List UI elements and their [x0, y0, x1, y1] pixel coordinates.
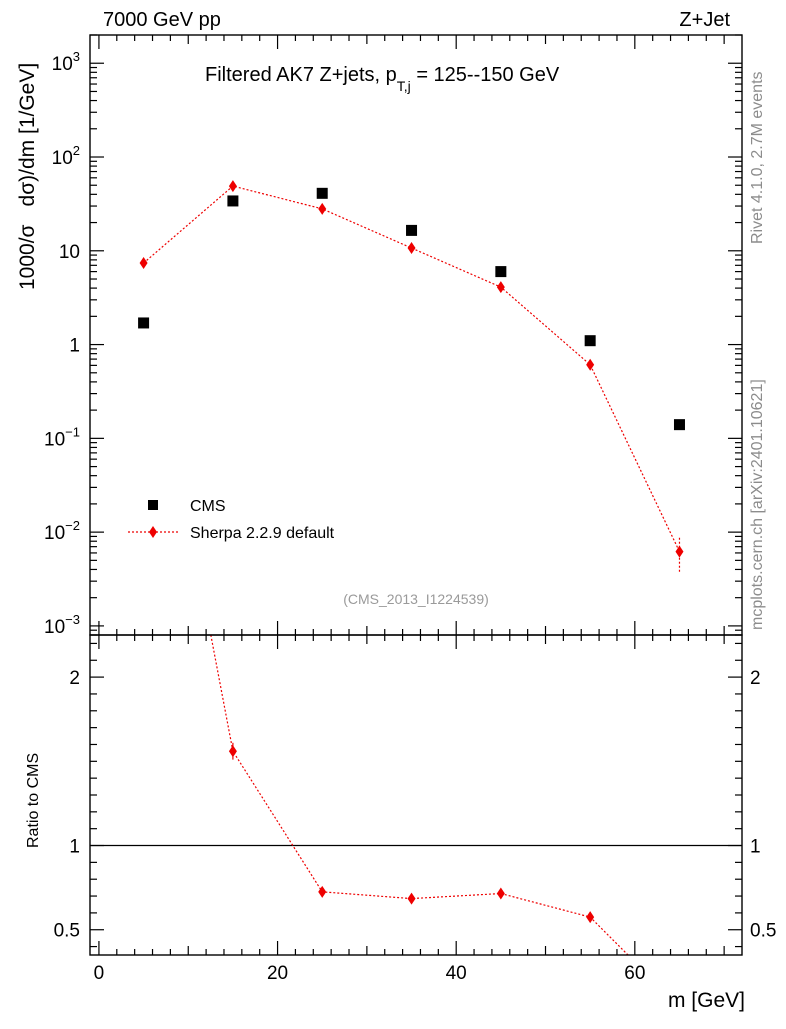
cms-point: [495, 266, 507, 278]
ratio-point: [407, 892, 416, 905]
sherpa-point: [139, 257, 148, 270]
sherpa-point: [496, 281, 505, 294]
legend-cms-marker: [148, 500, 158, 510]
main-ytick-label: 10−2: [44, 518, 80, 544]
main-frame: [89, 34, 743, 636]
ratio-ytick-label-left: 2: [69, 668, 80, 689]
sherpa-point: [318, 202, 327, 215]
ratio-ytick-label-left: 0.5: [54, 921, 80, 942]
ratio-point: [318, 885, 327, 898]
x-axis-label: m [GeV]: [668, 989, 745, 1012]
analysis-id: (CMS_2013_I1224539): [343, 591, 489, 607]
x-tick-label: 60: [624, 963, 645, 984]
ratio-ylabel: Ratio to CMS: [25, 753, 42, 848]
ratio-ytick-label-left: 1: [69, 837, 80, 858]
cms-point: [584, 335, 596, 347]
header-left: 7000 GeV pp: [103, 9, 221, 31]
sherpa-point: [675, 545, 684, 558]
main-ylabel: 1000/σdσ)/dm [1/GeV]: [16, 63, 39, 290]
legend-cms-label: CMS: [190, 498, 226, 515]
ratio-ytick-label-right: 1: [750, 837, 761, 858]
cms-point: [673, 419, 685, 431]
main-ytick-label: 10: [59, 242, 80, 263]
main-ytick-label: 103: [52, 49, 80, 75]
main-title: Filtered AK7 Z+jets, pT,j = 125--150 GeV: [205, 64, 560, 94]
x-tick-label: 20: [267, 963, 288, 984]
legend: CMS Sherpa 2.2.9 default: [128, 498, 335, 542]
cms-point: [406, 224, 418, 236]
sherpa-line: [143, 185, 681, 552]
x-tick-label: 40: [446, 963, 467, 984]
source-label: mcplots.cern.ch [arXiv:2401.10621]: [749, 379, 766, 630]
ratio-frame: [89, 634, 743, 956]
sherpa-point: [407, 242, 416, 255]
sherpa-point: [586, 358, 595, 371]
cms-point: [227, 195, 239, 207]
cms-point: [316, 187, 328, 199]
main-ytick-label: 1: [69, 336, 80, 357]
main-ytick-label: 10−1: [44, 424, 80, 450]
ratio-ticks: 0 20 40 60 2 2 1 1 0.5 0.5: [54, 635, 776, 984]
main-ytick-label: 10−3: [44, 612, 80, 638]
header-right: Z+Jet: [679, 9, 730, 31]
rivet-label: Rivet 4.1.0, 2.7M events: [749, 71, 766, 244]
ratio-data: [210, 635, 629, 955]
legend-sherpa-label: Sherpa 2.2.9 default: [190, 525, 335, 542]
sherpa-point: [228, 180, 237, 193]
ratio-point: [228, 745, 237, 758]
ratio-ytick-label-right: 0.5: [750, 921, 776, 942]
legend-sherpa-marker: [149, 526, 157, 538]
x-tick-label: 0: [94, 963, 105, 984]
cms-point: [138, 317, 150, 329]
main-ytick-label: 102: [52, 143, 80, 169]
ratio-point: [496, 887, 505, 900]
ratio-point: [586, 911, 595, 924]
main-data: [138, 180, 685, 573]
ratio-ytick-label-right: 2: [750, 668, 761, 689]
